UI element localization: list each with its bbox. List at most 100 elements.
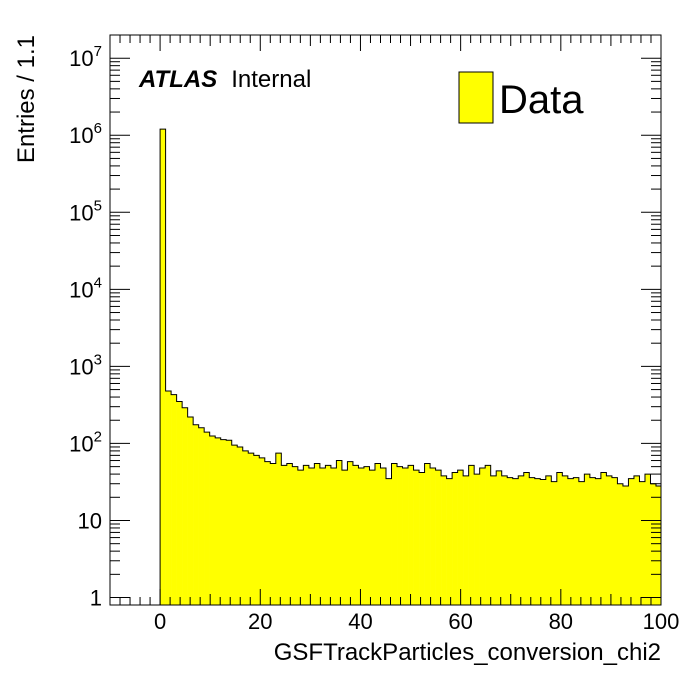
histogram-bin [584,474,591,605]
histogram-bin [297,470,304,605]
histogram-bin [490,475,497,605]
histogram-bin [551,481,558,605]
histogram-bin [380,467,387,605]
histogram-bin [545,475,552,605]
histogram-bin [600,472,607,605]
y-tick-label: 104 [69,274,102,302]
histogram-bars [160,129,662,605]
histogram-bin [386,478,392,605]
y-tick-label: 105 [69,197,102,225]
histogram-outline [159,128,661,605]
y-axis-tick-labels: 1 10 102 103 104 105 106 107 [69,43,102,610]
histogram-bin [391,463,398,605]
y-tick-label: 1 [90,586,102,611]
histogram-bin [457,470,464,605]
histogram-bin [319,467,326,605]
atlas-label-status: Internal [231,66,311,93]
histogram-bin [435,470,442,605]
histogram-bin [374,463,381,605]
histogram-bin [193,424,199,605]
histogram-bin [160,129,166,605]
histogram-bin [518,475,525,605]
y-axis-label: Entries / 1.1 [13,35,40,163]
histogram-bin [204,432,210,605]
legend-swatch [458,71,494,124]
histogram-bin [187,417,194,605]
histogram-bin [430,467,436,605]
histogram-bin [639,481,646,605]
x-tick-label: 80 [549,609,573,634]
histogram-bin [347,461,354,605]
legend-label: Data [499,78,584,122]
histogram-bin [622,486,629,605]
histogram-bin [556,472,563,605]
histogram-bin [650,483,657,605]
histogram-bin [463,475,469,605]
histogram-bin [485,465,491,605]
histogram-bin [171,394,177,605]
histogram-bin [209,435,216,605]
histogram-bin [314,463,321,605]
histogram-bin [176,401,183,605]
histogram-bin [452,472,458,605]
histogram-bin [567,478,574,605]
histogram-bin [534,478,541,605]
histogram-bin [325,465,332,605]
x-tick-label: 60 [448,609,472,634]
histogram-bin [468,465,475,605]
histogram-bin [562,475,569,605]
histogram-bin [512,478,519,605]
histogram-bin [198,427,205,605]
histogram-bin [358,467,365,605]
histogram-bin [501,475,508,605]
histogram-bin [397,466,403,605]
histogram-bin [413,470,420,605]
histogram-bin [286,463,293,605]
y-tick-label: 106 [69,120,102,148]
histogram-bin [292,466,299,605]
histogram-bin [529,477,536,605]
x-axis-ticks [109,35,662,605]
x-axis-tick-labels: 0 20 40 60 80 100 [154,609,679,634]
histogram-bin [270,463,277,605]
histogram-bin [496,470,503,605]
atlas-label: ATLAS Internal [138,66,311,93]
histogram-bin [237,446,244,605]
histogram-bin [281,465,288,605]
histogram-bin [419,472,425,605]
histogram-bin [595,478,602,605]
histogram-bin [264,461,271,605]
histogram-bin [336,460,343,605]
histogram-bin [424,463,431,605]
histogram-bin [182,407,188,605]
histogram-bin [231,445,238,605]
histogram-bin [275,453,282,605]
y-tick-label: 10 [78,508,102,533]
y-axis-ticks [110,34,661,599]
x-tick-label: 40 [348,609,372,634]
histogram-bin [248,453,255,605]
histogram-bin [474,474,480,605]
y-tick-label: 103 [69,351,102,379]
histogram-bin [259,457,266,605]
histogram-bin [165,390,172,605]
histogram-bin [369,470,376,605]
histogram-bin [573,477,580,605]
histogram-bin [589,477,596,605]
x-tick-label: 100 [643,609,680,634]
histogram-bin [330,467,337,605]
histogram-bin [655,486,662,605]
histogram-bin [242,450,249,605]
histogram-bin [644,474,651,605]
histogram-bin [578,481,585,605]
histogram-bin [523,472,530,605]
y-tick-label: 107 [69,43,102,71]
histogram-bin [507,477,514,605]
x-axis-label: GSFTrackParticles_conversion_chi2 [274,639,661,666]
histogram-bin [226,440,233,605]
histogram-bin [611,477,618,605]
histogram-bin [446,478,453,605]
histogram-bin [617,483,624,605]
